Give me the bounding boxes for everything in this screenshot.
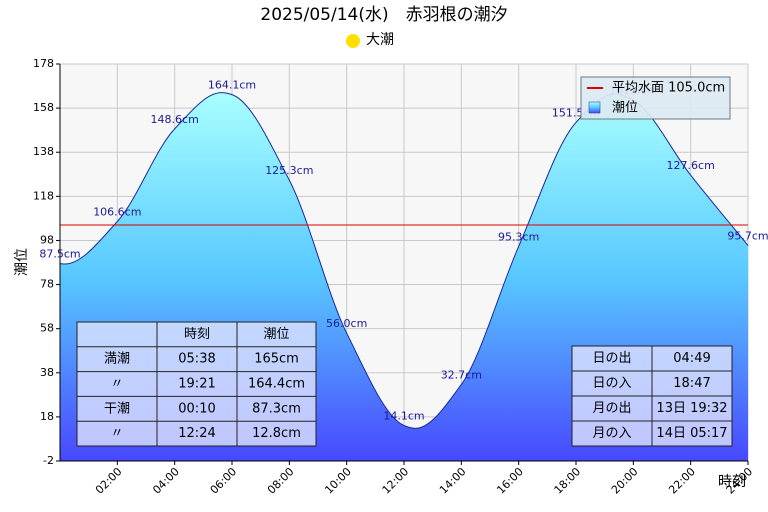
legend-tide-label: 潮位: [612, 101, 638, 116]
value-label: 164.1cm: [208, 79, 256, 92]
chart-title: 2025/05/14(水) 赤羽根の潮汐: [260, 5, 507, 25]
table-cell: 165cm: [254, 352, 299, 367]
y-tick-label: 158: [33, 101, 54, 114]
x-tick-label: 22:00: [666, 465, 698, 497]
y-tick-label: 38: [40, 366, 54, 379]
value-label: 148.6cm: [151, 113, 199, 126]
table-box: [76, 321, 317, 447]
legend-tide-icon: [588, 101, 601, 114]
table-header: 潮位: [263, 327, 289, 342]
table-cell: 04:49: [673, 351, 710, 366]
table-cell: 〃: [110, 377, 123, 392]
y-tick-label: -2: [43, 454, 54, 467]
x-tick-label: 14:00: [437, 465, 469, 497]
table-cell: 日の入: [592, 376, 631, 391]
value-label: 95.7cm: [727, 230, 768, 243]
table-cell: 19:21: [178, 377, 215, 392]
y-tick-label: 118: [33, 189, 54, 202]
table-cell: 00:10: [178, 401, 215, 416]
table-cell: 日の出: [592, 351, 631, 366]
value-label: 95.3cm: [498, 230, 539, 243]
legend-mean-label: 平均水面 105.0cm: [612, 81, 725, 96]
table-cell: 05:38: [178, 352, 215, 367]
table-cell: 13日 19:32: [656, 401, 727, 416]
y-tick-label: 78: [40, 278, 54, 291]
table-cell: 月の出: [592, 401, 631, 416]
x-tick-label: 02:00: [93, 465, 125, 497]
y-tick-label: 58: [40, 322, 54, 335]
x-tick-label: 06:00: [208, 465, 240, 497]
table-header: 時刻: [184, 327, 210, 342]
y-tick-label: 138: [33, 145, 54, 158]
x-tick-label: 18:00: [552, 465, 584, 497]
y-tick-label: 98: [40, 233, 54, 246]
value-label: 56.0cm: [326, 317, 367, 330]
x-tick-label: 04:00: [150, 465, 182, 497]
table-cell: 12.8cm: [252, 426, 301, 441]
x-tick-label: 20:00: [609, 465, 641, 497]
tide-icon: [346, 34, 360, 48]
y-tick-label: 18: [40, 410, 54, 423]
x-tick-label: 08:00: [265, 465, 297, 497]
x-tick-label: 12:00: [380, 465, 412, 497]
x-tick-label: 10:00: [322, 465, 354, 497]
tide-label: 大潮: [366, 32, 394, 48]
x-tick-label: 16:00: [494, 465, 526, 497]
y-axis-label: 潮位: [14, 248, 30, 276]
value-label: 125.3cm: [265, 164, 313, 177]
table-cell: 18:47: [673, 376, 710, 391]
table-cell: 164.4cm: [248, 377, 305, 392]
value-label: 127.6cm: [667, 159, 715, 172]
table-cell: 12:24: [178, 426, 215, 441]
table-cell: 87.3cm: [252, 401, 301, 416]
legend-box: [580, 76, 731, 120]
table-cell: 14日 05:17: [656, 426, 727, 441]
y-tick-label: 178: [33, 57, 54, 70]
x-axis-label: 時刻: [718, 474, 746, 490]
value-label: 32.7cm: [441, 368, 482, 381]
table-cell: 満潮: [104, 352, 130, 367]
value-label: 14.1cm: [383, 409, 424, 422]
table-cell: 〃: [110, 426, 123, 441]
value-label: 106.6cm: [93, 205, 141, 218]
table-cell: 月の入: [592, 426, 631, 441]
table-cell: 干潮: [104, 401, 130, 416]
